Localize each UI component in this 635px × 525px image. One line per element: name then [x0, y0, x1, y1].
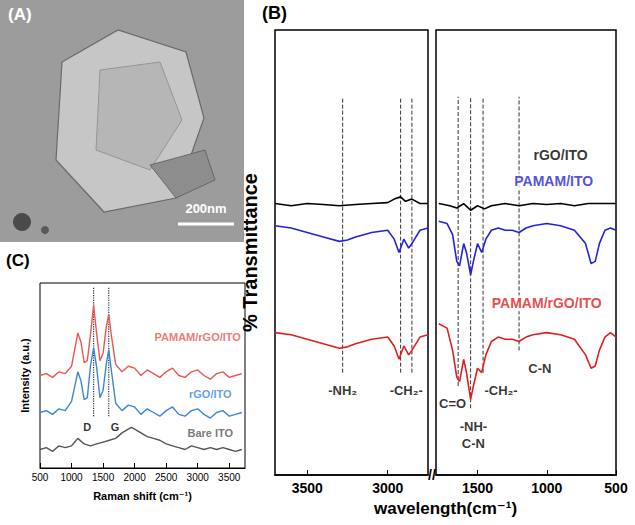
svg-text:rGO/ITO: rGO/ITO	[534, 147, 588, 163]
svg-text:(A): (A)	[8, 5, 32, 24]
svg-text:PAMAM/rGO/ITO: PAMAM/rGO/ITO	[155, 331, 242, 343]
svg-text:1500: 1500	[92, 472, 115, 483]
svg-text:3000: 3000	[187, 472, 210, 483]
svg-text://: //	[428, 467, 436, 483]
svg-text:500: 500	[32, 472, 49, 483]
svg-text:1500: 1500	[462, 480, 493, 496]
svg-text:C-N: C-N	[528, 361, 551, 376]
svg-text:3500: 3500	[292, 480, 323, 496]
svg-text:2000: 2000	[123, 472, 146, 483]
svg-text:Bare ITO: Bare ITO	[187, 427, 233, 439]
svg-text:-NH₂: -NH₂	[328, 383, 357, 398]
svg-text:Intensity (a.u.): Intensity (a.u.)	[19, 338, 31, 413]
svg-text:200nm: 200nm	[185, 201, 226, 216]
svg-text:1000: 1000	[531, 480, 562, 496]
svg-text:G: G	[111, 421, 120, 433]
svg-text:(C): (C)	[6, 251, 30, 270]
svg-text:3500: 3500	[218, 472, 241, 483]
svg-text:wavelength(cm⁻¹): wavelength(cm⁻¹)	[373, 499, 517, 518]
svg-text:C-N: C-N	[462, 436, 485, 451]
svg-text:-NH-: -NH-	[460, 419, 487, 434]
svg-text:-CH₂-: -CH₂-	[390, 383, 423, 398]
svg-text:2500: 2500	[155, 472, 178, 483]
svg-text:Raman shift (cm⁻¹): Raman shift (cm⁻¹)	[93, 490, 192, 502]
svg-text:-CH₂-: -CH₂-	[484, 383, 517, 398]
svg-text:% Transmittance: % Transmittance	[239, 173, 261, 332]
svg-text:C=O: C=O	[439, 396, 466, 411]
svg-text:(B): (B)	[262, 3, 287, 23]
svg-text:500: 500	[604, 480, 628, 496]
svg-text:PAMAM/rGO/ITO: PAMAM/rGO/ITO	[492, 295, 602, 311]
svg-text:D: D	[83, 421, 91, 433]
svg-text:3000: 3000	[372, 480, 403, 496]
svg-text:rGO/ITO: rGO/ITO	[189, 388, 232, 400]
svg-text:1000: 1000	[60, 472, 83, 483]
svg-text:PAMAM/ITO: PAMAM/ITO	[514, 173, 593, 189]
